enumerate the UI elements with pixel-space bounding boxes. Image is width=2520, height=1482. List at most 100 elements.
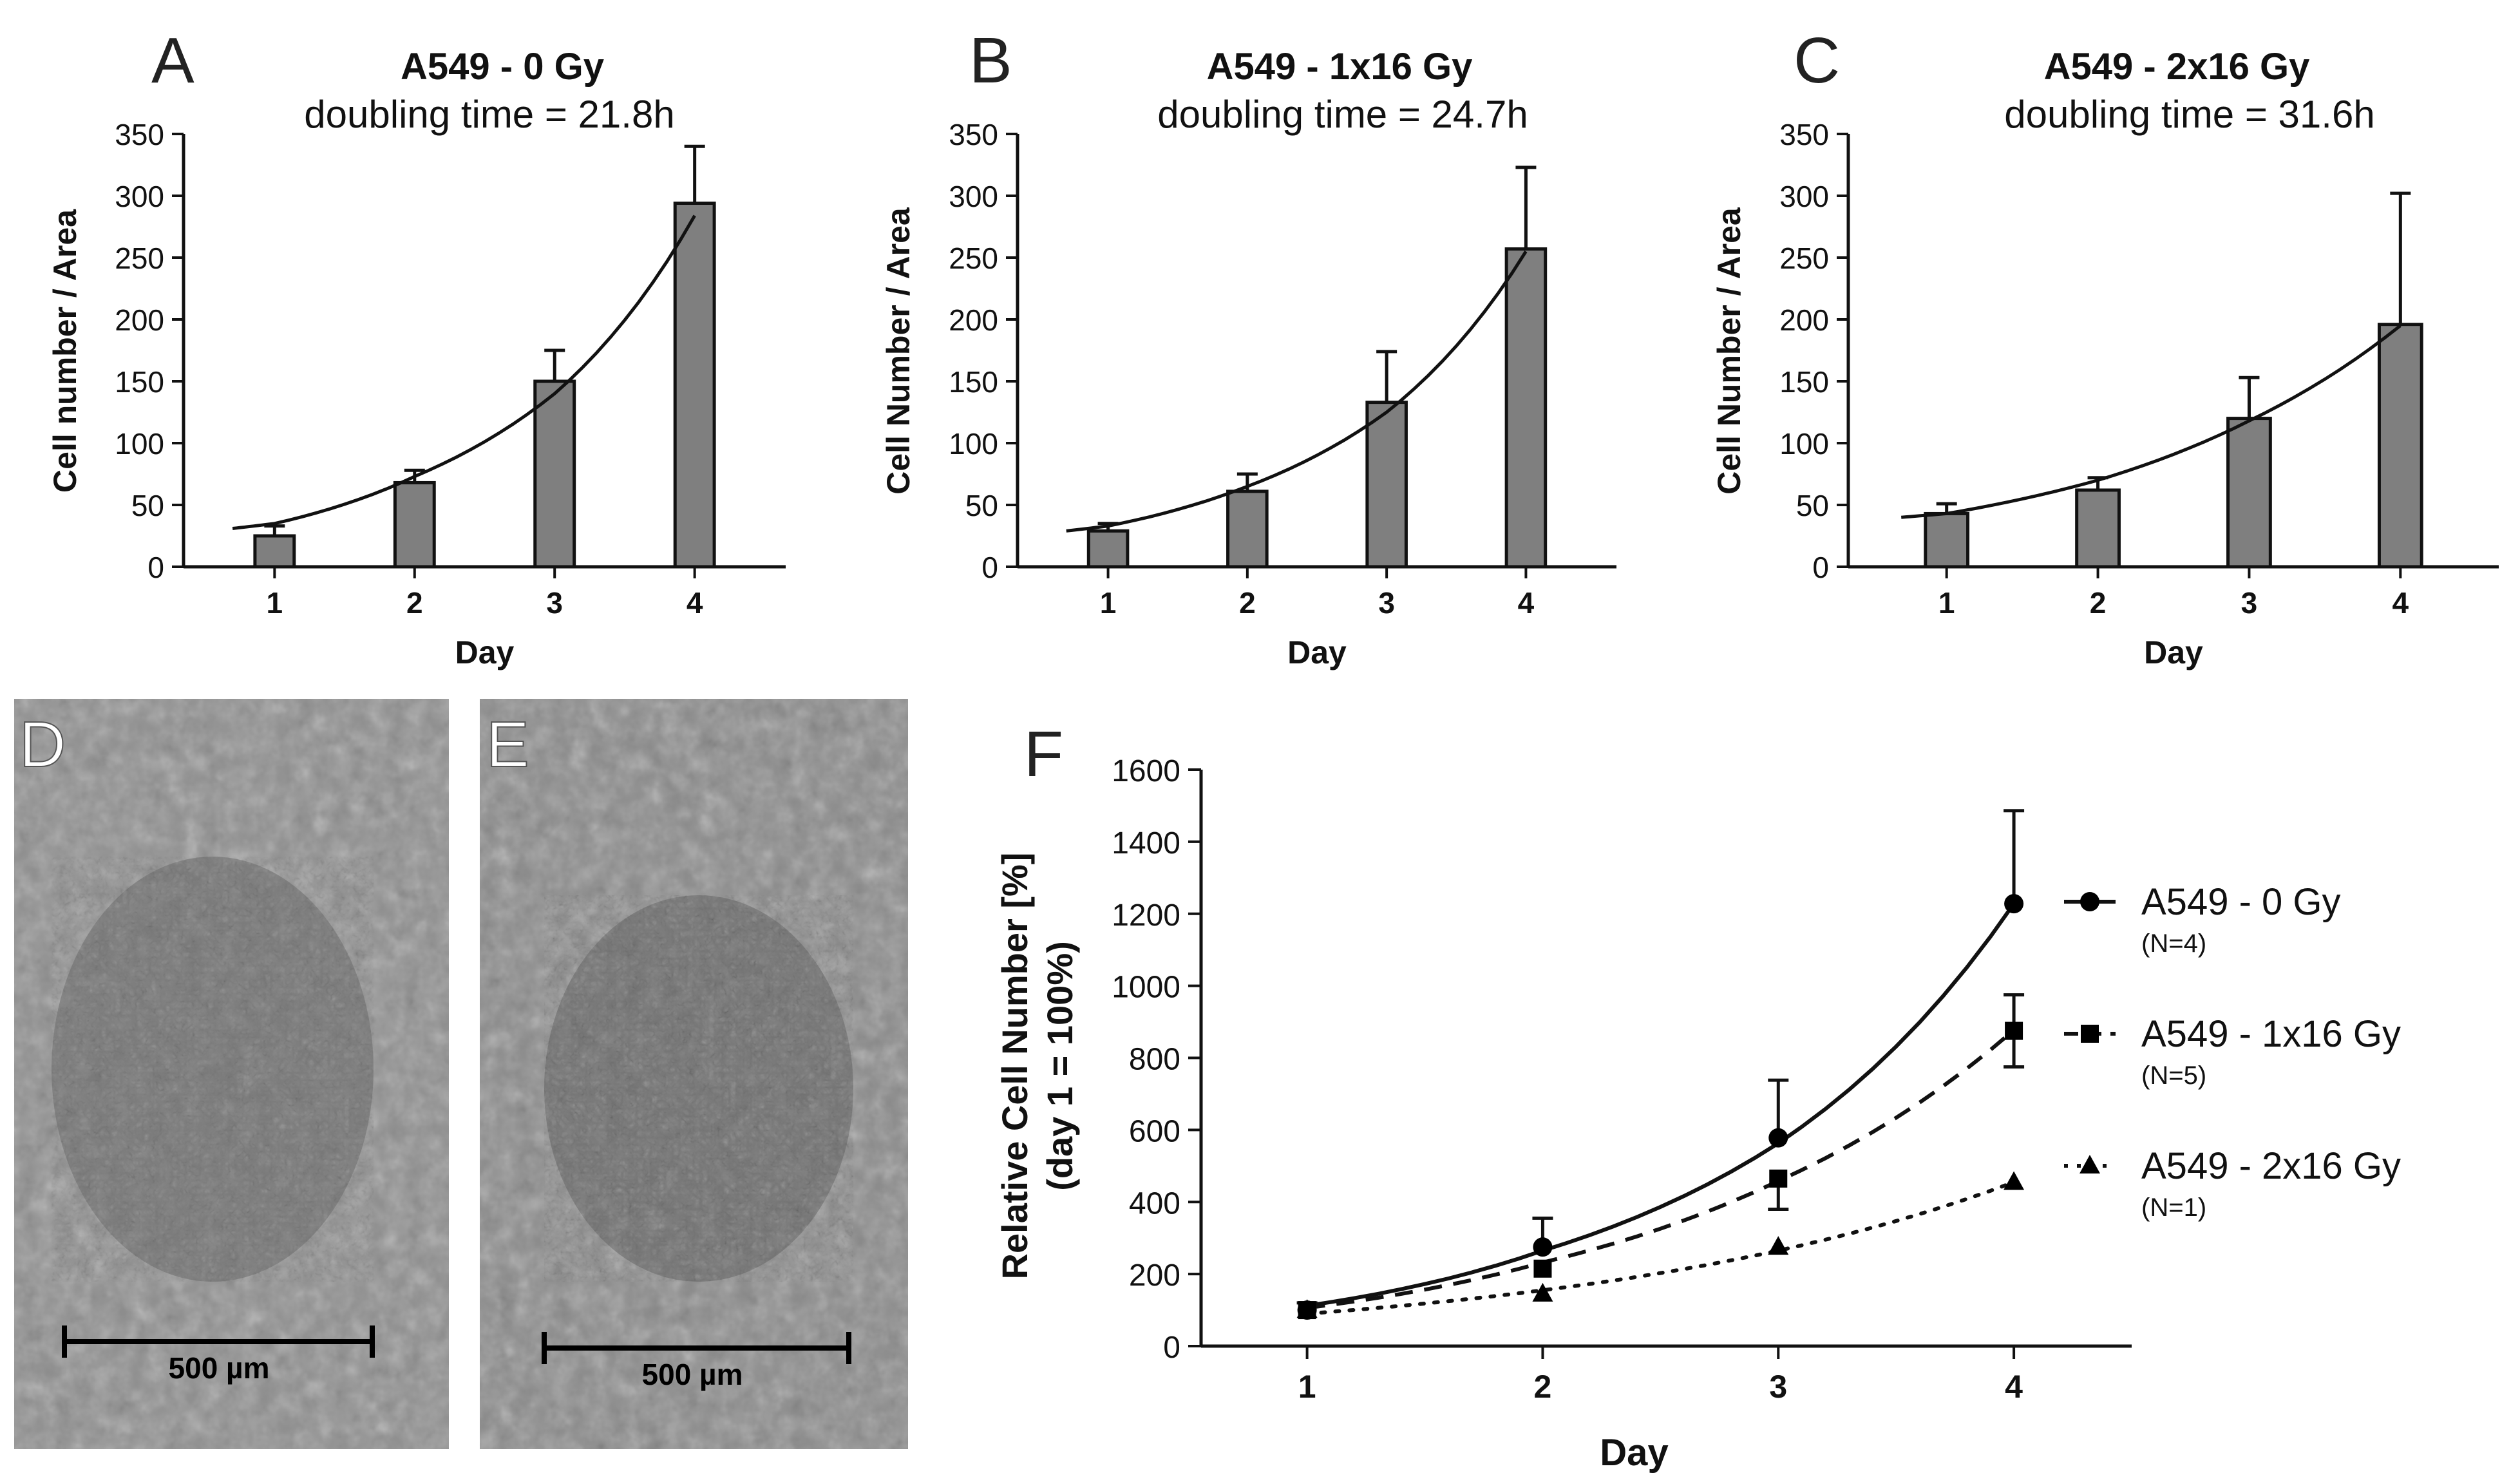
data-point [2004, 1171, 2025, 1190]
panel-letter-d: D [19, 708, 66, 781]
line-chart-f: 0 200 400 600 800 1000 1200 1400 1600 1 2 3 4 Day Rela… [994, 754, 2401, 1474]
y-tick-label: 250 [949, 242, 998, 275]
y-axis-label: (day 1 = 100%) [1039, 941, 1080, 1191]
panel-letter-c: C [1794, 24, 1840, 97]
y-axis-label: Relative Cell Number [%] [994, 853, 1035, 1280]
y-tick-label: 800 [1129, 1043, 1180, 1077]
data-point [1533, 1259, 1552, 1278]
data-point [2005, 1021, 2023, 1040]
y-tick-label: 200 [115, 303, 164, 337]
chart-subtitle: doubling time = 21.8h [304, 93, 674, 136]
y-tick-label: 0 [1163, 1331, 1180, 1365]
y-tick-label: 300 [949, 180, 998, 213]
data-point [2004, 894, 2024, 914]
bar-chart-c: 0 50 100 150 200 250 300 350 1 2 3 4 Day Cell Number … [1711, 118, 2499, 670]
x-axis-label: Day [455, 634, 515, 670]
bar [2226, 417, 2272, 569]
legend-label: A549 - 1x16 Gy [2141, 1013, 2401, 1055]
y-tick-label: 1200 [1112, 898, 1180, 933]
data-point [1533, 1237, 1553, 1257]
x-tick-label: 1 [1100, 586, 1117, 620]
x-tick-label: 1 [1298, 1369, 1316, 1405]
fit-curve [1900, 324, 2402, 519]
x-tick-label: 3 [1769, 1369, 1787, 1405]
y-tick-label: 1000 [1112, 971, 1180, 1005]
x-tick-label: 4 [1518, 586, 1535, 620]
y-axis-label: Cell number / Area [47, 209, 83, 493]
x-tick-label: 1 [1938, 586, 1955, 620]
data-point [1296, 1299, 1318, 1318]
x-tick-label: 2 [2090, 586, 2107, 620]
series-3 [1296, 1171, 2025, 1318]
y-tick-label: 300 [115, 180, 164, 213]
bar [2377, 323, 2423, 569]
y-tick-label: 100 [115, 427, 164, 461]
legend-label: A549 - 0 Gy [2141, 881, 2340, 923]
data-point [1769, 1169, 1788, 1188]
x-tick-label: 4 [2392, 586, 2409, 620]
fit-curve [232, 214, 696, 530]
y-tick-label: 100 [949, 427, 998, 461]
scale-bar-label: 500 µm [169, 1351, 270, 1385]
x-tick-label: 3 [546, 586, 563, 620]
x-tick-label: 4 [2005, 1369, 2023, 1405]
bar [673, 202, 716, 569]
bar [533, 379, 576, 569]
y-tick-label: 1600 [1112, 754, 1180, 788]
micrograph-d: D 500 µm [14, 699, 449, 1449]
x-tick-label: 1 [267, 586, 283, 620]
y-tick-label: 350 [115, 118, 164, 151]
legend-n-label: (N=4) [2141, 929, 2206, 958]
chart-title: A549 - 1x16 Gy [1207, 46, 1473, 88]
x-tick-label: 3 [2241, 586, 2258, 620]
bar [1504, 247, 1548, 569]
chart-title: A549 - 0 Gy [401, 46, 604, 88]
y-tick-label: 0 [1812, 551, 1829, 584]
legend-n-label: (N=5) [2141, 1061, 2206, 1090]
x-tick-label: 2 [1534, 1369, 1552, 1405]
legend-n-label: (N=1) [2141, 1193, 2206, 1222]
panel-c: C A549 - 2x16 Gy doubling time = 31.6h [1794, 24, 2375, 136]
bar [1924, 511, 1970, 569]
bar-chart-b: 0 50 100 150 200 250 300 350 1 2 3 4 Day Cell Number … [880, 118, 1616, 670]
series-line [1307, 902, 2016, 1308]
y-axis-label: Cell Number / Area [1711, 207, 1747, 495]
y-tick-label: 200 [949, 303, 998, 337]
y-tick-label: 350 [949, 118, 998, 151]
y-axis-label: Cell Number / Area [880, 207, 916, 495]
bar-chart-a: 0 50 100 150 200 250 300 350 1 2 3 4 Day Cell number … [47, 118, 786, 670]
x-tick-label: 2 [406, 586, 423, 620]
x-tick-label: 2 [1239, 586, 1256, 620]
series-line [1305, 1180, 2016, 1316]
data-point [1768, 1236, 1789, 1255]
y-tick-label: 0 [981, 551, 998, 584]
bar [253, 534, 296, 569]
y-tick-label: 400 [1129, 1186, 1180, 1221]
series-2 [1298, 993, 2025, 1320]
legend-marker [2081, 1025, 2099, 1043]
bar [1365, 401, 1408, 569]
y-tick-label: 1400 [1112, 826, 1180, 860]
y-tick-label: 50 [131, 489, 164, 522]
y-tick-label: 250 [1779, 242, 1829, 275]
x-axis-label: Day [2144, 634, 2203, 670]
legend-label: A549 - 2x16 Gy [2141, 1145, 2401, 1187]
x-axis-label: Day [1600, 1432, 1668, 1474]
bar [2075, 488, 2121, 569]
y-tick-label: 200 [1129, 1259, 1180, 1293]
x-tick-label: 4 [687, 586, 703, 620]
x-tick-label: 3 [1378, 586, 1395, 620]
panel-b: B A549 - 1x16 Gy doubling time = 24.7h [969, 24, 1528, 136]
y-tick-label: 100 [1779, 427, 1829, 461]
data-point [1532, 1282, 1553, 1302]
chart-subtitle: doubling time = 31.6h [2004, 93, 2374, 136]
bar [1226, 489, 1269, 569]
y-tick-label: 150 [115, 365, 164, 399]
panel-letter-e: E [486, 708, 529, 781]
y-tick-label: 150 [1779, 365, 1829, 399]
series-1 [1296, 809, 2025, 1320]
panel-a: A A549 - 0 Gy doubling time = 21.8h [151, 24, 675, 136]
chart-title: A549 - 2x16 Gy [2044, 46, 2310, 88]
y-tick-label: 200 [1779, 303, 1829, 337]
